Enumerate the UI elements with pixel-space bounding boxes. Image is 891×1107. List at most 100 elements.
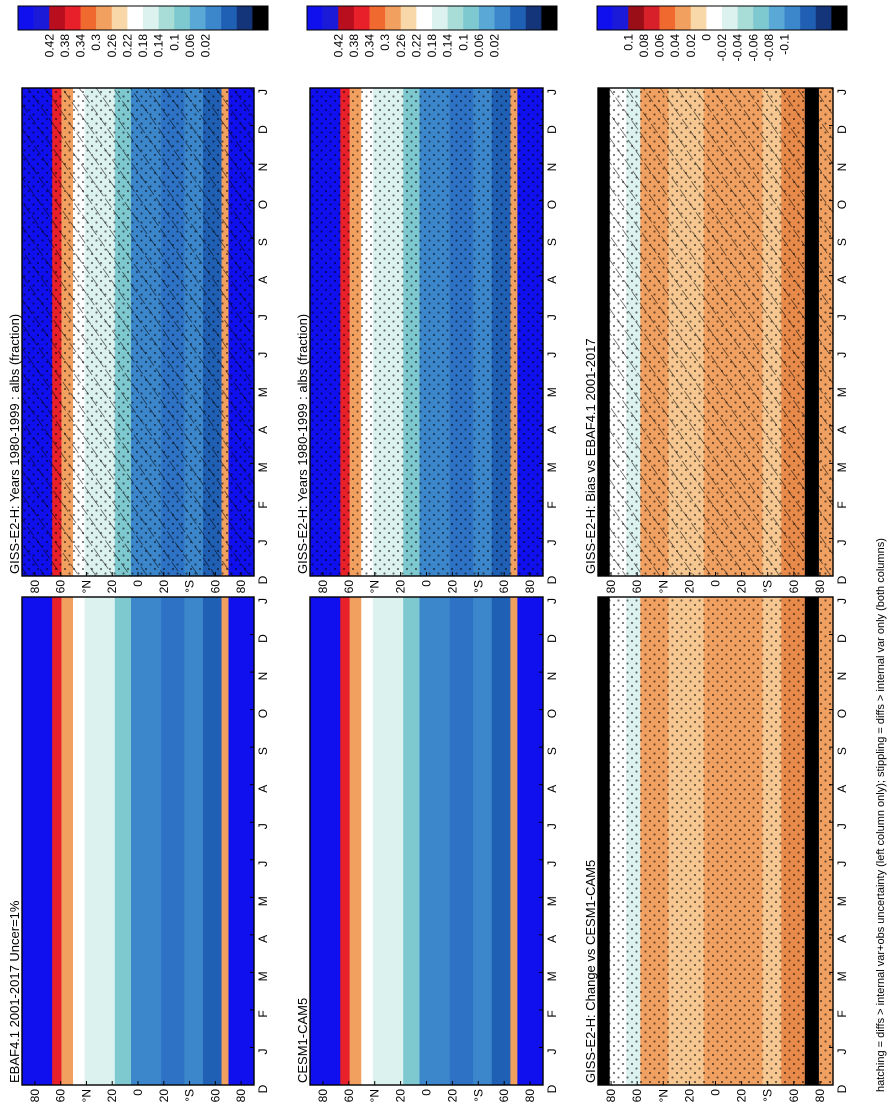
colorbar-swatch bbox=[111, 6, 128, 30]
lat-tick-label: 60 bbox=[54, 1089, 68, 1103]
panel-title: GISS-E2-H: Bias vs EBAF4.1 2001-2017 bbox=[583, 338, 598, 574]
colorbar-swatch bbox=[659, 6, 676, 30]
panel-title: GISS-E2-H: Years 1980-1999 : albs (fract… bbox=[295, 314, 310, 574]
month-tick-label: J bbox=[545, 89, 559, 95]
colorbar-swatch bbox=[597, 6, 613, 30]
month-tick-label: N bbox=[545, 672, 559, 681]
month-tick-label: J bbox=[256, 1048, 270, 1054]
month-tick-label: J bbox=[256, 539, 270, 545]
colorbar-label: 0.06 bbox=[183, 34, 197, 58]
colorbar-swatch bbox=[49, 6, 66, 30]
colorbar-label: 0.34 bbox=[363, 34, 377, 58]
month-tick-label: J bbox=[835, 314, 849, 320]
colorbar-swatch bbox=[353, 6, 370, 30]
month-tick-label: F bbox=[256, 501, 270, 508]
lat-tick-label: 80 bbox=[28, 580, 42, 594]
lat-tick-label: 60 bbox=[497, 1089, 511, 1103]
month-tick-label: M bbox=[545, 896, 559, 906]
lat-tick-label: 20 bbox=[105, 1089, 119, 1103]
lat-tick-label: 20 bbox=[394, 580, 408, 594]
lat-tick-label: 20 bbox=[157, 580, 171, 594]
month-tick-label: J bbox=[545, 1048, 559, 1054]
month-tick-label: D bbox=[835, 1084, 849, 1093]
month-tick-label: A bbox=[545, 426, 559, 434]
lat-tick-label: 60 bbox=[630, 1089, 644, 1103]
colorbar-swatch bbox=[737, 6, 754, 30]
month-tick-label: S bbox=[545, 238, 559, 246]
month-tick-label: J bbox=[545, 314, 559, 320]
month-tick-label: A bbox=[545, 935, 559, 943]
month-tick-label: M bbox=[256, 896, 270, 906]
lat-tick-label: 80 bbox=[234, 580, 248, 594]
colorbar-swatch bbox=[236, 6, 253, 30]
lat-tick-label: 20 bbox=[157, 1089, 171, 1103]
colorbar-swatch bbox=[64, 6, 81, 30]
lat-tick-label: 80 bbox=[523, 1089, 537, 1103]
month-tick-label: S bbox=[256, 238, 270, 246]
panel-title: EBAF4.1 2001-2017 Uncer=1% bbox=[7, 900, 22, 1083]
colorbar-label: 0 bbox=[699, 34, 713, 41]
month-tick-label: J bbox=[256, 89, 270, 95]
lat-tick-label: °S bbox=[471, 580, 485, 593]
lat-tick-label: 80 bbox=[604, 1089, 618, 1103]
lat-tick-label: 60 bbox=[342, 1089, 356, 1103]
month-tick-label: O bbox=[835, 200, 849, 209]
lat-tick-label: 60 bbox=[787, 1089, 801, 1103]
month-tick-label: D bbox=[256, 1084, 270, 1093]
colorbar-swatch bbox=[612, 6, 629, 30]
colorbar-swatch bbox=[189, 6, 206, 30]
colorbar-label: 0.22 bbox=[120, 34, 134, 58]
month-tick-label: F bbox=[256, 1010, 270, 1017]
colorbar-swatch bbox=[96, 6, 113, 30]
colorbar-label: 0.18 bbox=[425, 34, 439, 58]
colorbar-swatch bbox=[174, 6, 191, 30]
month-tick-label: M bbox=[835, 387, 849, 397]
colorbar-swatch bbox=[628, 6, 645, 30]
lat-tick-label: 20 bbox=[735, 1089, 749, 1103]
lat-tick-label: 80 bbox=[523, 580, 537, 594]
month-tick-label: J bbox=[835, 861, 849, 867]
colorbar-label: 0.1 bbox=[456, 34, 470, 51]
month-tick-label: D bbox=[835, 634, 849, 643]
month-tick-label: M bbox=[256, 971, 270, 981]
lat-tick-label: °S bbox=[471, 1089, 485, 1102]
lat-tick-label: 20 bbox=[735, 580, 749, 594]
lat-tick-label: 0 bbox=[709, 580, 723, 587]
colorbar-swatch bbox=[307, 6, 323, 30]
panel-title: GISS-E2-H: Years 1980-1999 : albs (fract… bbox=[7, 314, 22, 574]
month-tick-label: A bbox=[835, 785, 849, 793]
colorbar-label: 0.34 bbox=[74, 34, 88, 58]
month-tick-label: D bbox=[256, 125, 270, 134]
lat-tick-label: °N bbox=[368, 580, 382, 593]
lat-tick-label: 60 bbox=[630, 580, 644, 594]
month-tick-label: A bbox=[545, 276, 559, 284]
colorbar-label: 0.26 bbox=[105, 34, 119, 58]
colorbar-label: 0.38 bbox=[347, 34, 361, 58]
month-tick-label: A bbox=[835, 276, 849, 284]
colorbar-label: 0.18 bbox=[136, 34, 150, 58]
colorbar-col1: 0.42 0.38 0.34 0.3 0.26 0.22 0.18 0.14 0.1 0.06 0.… bbox=[17, 5, 269, 58]
colorbar-swatch bbox=[541, 6, 558, 30]
lat-tick-label: 0 bbox=[420, 580, 434, 587]
month-tick-label: A bbox=[256, 426, 270, 434]
colorbar-swatch bbox=[385, 6, 402, 30]
month-tick-label: M bbox=[835, 971, 849, 981]
colorbar-swatch bbox=[784, 6, 801, 30]
month-tick-label: O bbox=[256, 709, 270, 718]
colorbar-swatch bbox=[675, 6, 692, 30]
month-tick-label: M bbox=[835, 896, 849, 906]
lat-tick-label: 20 bbox=[682, 1089, 696, 1103]
lat-tick-label: °N bbox=[79, 1089, 93, 1102]
month-tick-label: A bbox=[256, 785, 270, 793]
colorbar-label: 0.42 bbox=[42, 34, 56, 58]
lat-tick-label: 60 bbox=[54, 580, 68, 594]
lat-tick-label: °N bbox=[656, 580, 670, 593]
month-tick-label: M bbox=[835, 462, 849, 472]
month-tick-label: M bbox=[545, 971, 559, 981]
month-tick-label: N bbox=[256, 672, 270, 681]
month-tick-label: J bbox=[256, 823, 270, 829]
colorbar-label: -0.06 bbox=[746, 34, 760, 62]
colorbar-label: 0.26 bbox=[394, 34, 408, 58]
colorbar-swatch bbox=[33, 6, 50, 30]
lat-tick-label: 60 bbox=[497, 580, 511, 594]
